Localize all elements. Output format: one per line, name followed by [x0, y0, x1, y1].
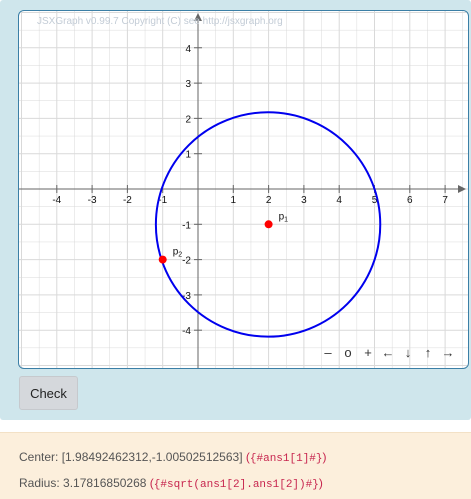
x-tick-label: 3	[301, 195, 307, 206]
radius-label: Radius:	[19, 476, 60, 490]
zoom-reset-button[interactable]: o	[344, 345, 352, 360]
jsxgraph-board[interactable]: -4 -3 -2 -1 1 2 3 4 5 6 7 4 3 2 1 -1 -2 -3 -4 p1 p2 JSXGraph…	[18, 10, 469, 369]
center-label: Center:	[19, 450, 59, 464]
center-feedback: Center: [1.98492462312,-1.00502512563] (…	[19, 450, 327, 465]
pan-left-button[interactable]: ←	[381, 345, 395, 360]
jsxgraph-watermark: JSXGraph v0.99.7 Copyright (C) see http:…	[37, 16, 283, 27]
y-axis-arrow	[194, 13, 202, 21]
point-p1[interactable]	[264, 220, 273, 229]
radius-code: {#sqrt(ans1[2].ans1[2])#}	[153, 479, 319, 491]
y-tick-label: -4	[182, 326, 191, 337]
y-tick-label: -1	[182, 220, 191, 231]
check-button[interactable]: Check	[19, 376, 78, 410]
y-tick-label: -2	[182, 256, 191, 267]
radius-feedback: Radius: 3.17816850268 ({#sqrt(ans1[2].an…	[19, 476, 323, 491]
zoom-out-button[interactable]: –	[324, 345, 332, 360]
x-tick-label: 6	[407, 195, 413, 206]
center-code: {#ans1[1]#}	[249, 453, 323, 465]
y-tick-label: 2	[185, 114, 191, 125]
point-label-p2: p2	[173, 247, 183, 259]
y-tick-label: 4	[185, 44, 191, 55]
board-navigation: – o + ← ↓ ↑ →	[318, 345, 458, 360]
y-tick-label: -3	[182, 291, 191, 302]
y-tick-label: 3	[185, 79, 191, 90]
x-tick-label: 7	[442, 195, 448, 206]
center-value: [1.98492462312,-1.00502512563]	[61, 450, 243, 464]
pan-up-button[interactable]: ↑	[424, 345, 432, 360]
x-tick-label: 5	[372, 195, 378, 206]
x-tick-label: 4	[336, 195, 342, 206]
feedback-panel: Center: [1.98492462312,-1.00502512563] (…	[0, 432, 471, 499]
circle-curve	[154, 111, 382, 338]
x-tick-label: -2	[123, 195, 132, 206]
zoom-in-button[interactable]: +	[364, 345, 372, 360]
x-tick-label: -1	[158, 195, 167, 206]
x-tick-label: 1	[231, 195, 237, 206]
x-tick-label: 2	[266, 195, 272, 206]
pan-down-button[interactable]: ↓	[404, 345, 412, 360]
y-tick-label: 1	[185, 150, 191, 161]
board-canvas[interactable]: -4 -3 -2 -1 1 2 3 4 5 6 7 4 3 2 1 -1 -2 -3 -4 p1 p2	[19, 11, 468, 368]
radius-value: 3.17816850268	[63, 476, 147, 490]
pan-right-button[interactable]: →	[441, 345, 455, 360]
point-label-p1: p1	[279, 211, 289, 223]
question-panel: -4 -3 -2 -1 1 2 3 4 5 6 7 4 3 2 1 -1 -2 -3 -4 p1 p2 JSXGraph…	[0, 0, 471, 420]
x-axis-arrow	[458, 185, 466, 193]
x-tick-label: -3	[88, 195, 97, 206]
x-tick-label: -4	[52, 195, 61, 206]
point-p2[interactable]	[158, 255, 167, 264]
